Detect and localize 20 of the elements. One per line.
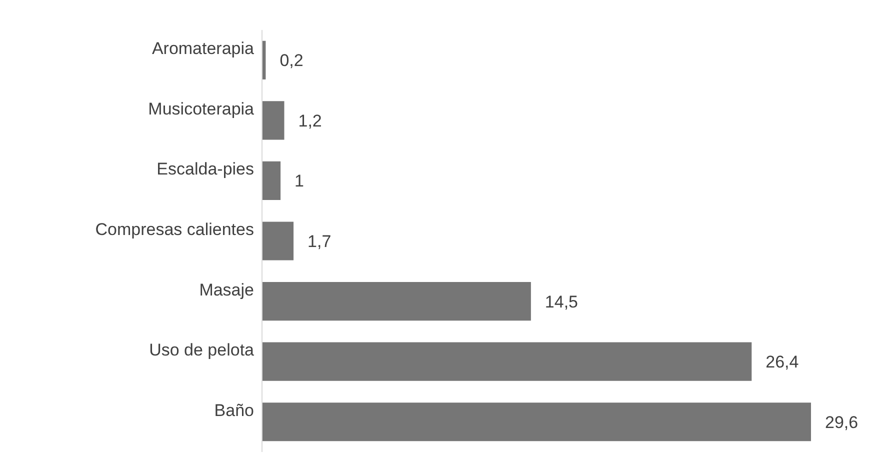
data-label: 0,2 bbox=[280, 51, 304, 70]
bar bbox=[262, 101, 284, 140]
bar bbox=[262, 282, 531, 321]
y-tick-label: Compresas calientes bbox=[95, 220, 254, 240]
y-tick-label: Musicoterapia bbox=[148, 99, 255, 118]
data-label: 1,7 bbox=[308, 232, 332, 252]
data-label: 1 bbox=[294, 172, 304, 191]
data-label: 26,4 bbox=[766, 352, 799, 372]
y-tick-label: Escalda-pies bbox=[156, 160, 254, 179]
y-tick-label: Baño bbox=[214, 400, 254, 420]
bar bbox=[262, 402, 811, 442]
y-tick-label: Aromaterapia bbox=[152, 39, 255, 58]
data-label: 14,5 bbox=[544, 292, 578, 312]
y-tick-label: Masaje bbox=[199, 280, 254, 300]
bar bbox=[262, 222, 294, 260]
data-label: 29,6 bbox=[825, 412, 858, 432]
y-tick-label: Uso de pelota bbox=[149, 340, 255, 360]
bar bbox=[262, 342, 752, 381]
bar bbox=[262, 161, 281, 200]
data-label: 1,2 bbox=[298, 111, 322, 130]
